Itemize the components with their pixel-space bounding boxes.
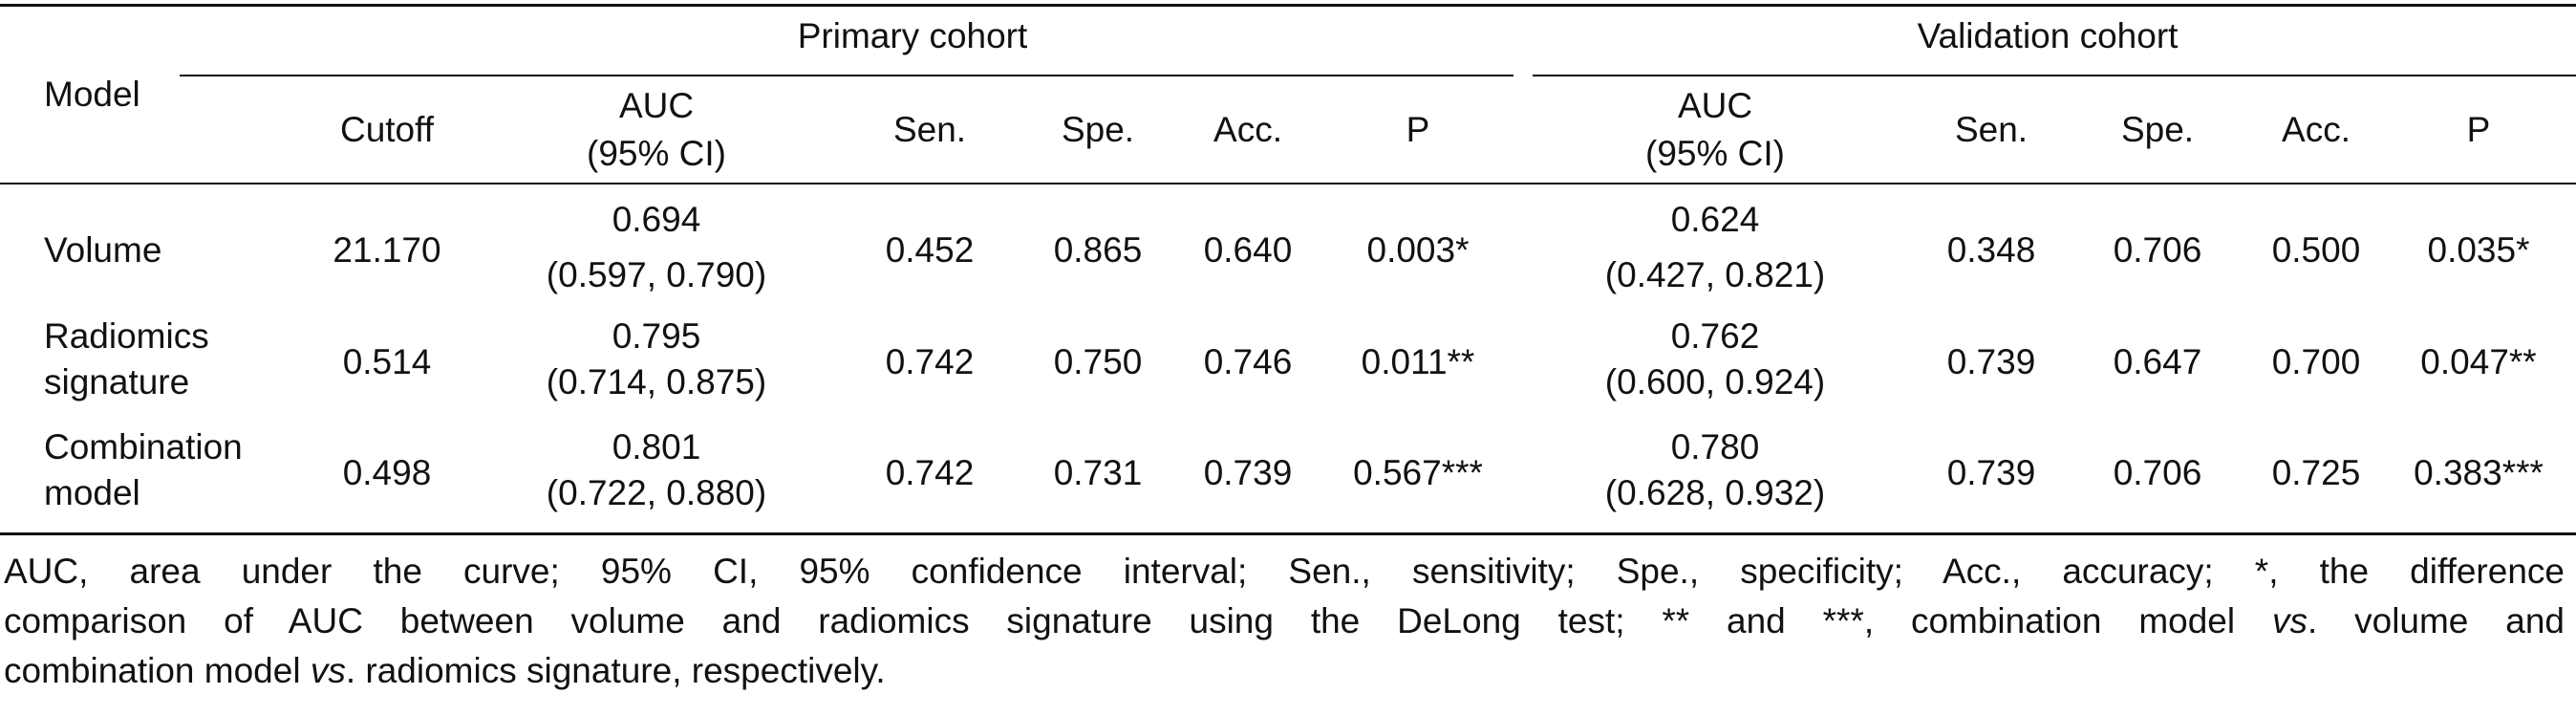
footnote-vs-2: vs [310,651,346,690]
row-radiomics-primary-p: 0.011** [1361,342,1475,381]
row-combination-primary-spe: 0.731 [1053,453,1143,492]
row-combination-validation-spe: 0.706 [2113,453,2202,492]
row-radiomics-primary-acc: 0.746 [1203,342,1293,381]
top-rule [0,4,2576,7]
validation-acc-header: Acc. [2282,110,2351,149]
row-radiomics-model-line2: signature [44,362,190,401]
validation-sen-header: Sen. [1954,110,2029,149]
validation-group-rule [1533,75,2576,76]
row-radiomics-validation-ci: (0.600, 0.924) [1604,362,1826,401]
footnote-line-2: comparison of AUC between volume and rad… [4,597,2565,646]
footnote-line-3: combination model vs. radiomics signatur… [4,646,2565,696]
row-volume-primary-ci: (0.597, 0.790) [546,255,767,294]
footnote-line-3-text-b: . radiomics signature, respectively. [345,651,886,690]
row-volume-validation-ci: (0.427, 0.821) [1604,255,1826,294]
footnote-vs-1: vs [2271,601,2308,640]
footnote-line-3-text-a: combination model [4,651,311,690]
row-radiomics-validation-acc: 0.700 [2271,342,2361,381]
row-radiomics-primary-sen: 0.742 [885,342,975,381]
row-combination-validation-p: 0.383*** [2414,453,2544,492]
primary-spe-header: Spe. [1061,110,1135,149]
model-column-header: Model [44,75,140,114]
validation-auc-header: AUC [1677,86,1753,125]
row-volume-validation-sen: 0.348 [1946,230,2036,270]
validation-p-header: P [2466,110,2491,149]
primary-p-header: P [1406,110,1430,149]
row-combination-validation-auc: 0.780 [1670,427,1760,466]
row-combination-model-line2: model [44,473,140,512]
row-volume-cutoff: 21.170 [333,230,441,270]
header-bottom-rule [0,183,2576,184]
validation-ci-header: (95% CI) [1645,134,1785,173]
primary-ci-header: (95% CI) [587,134,726,173]
row-volume-primary-auc: 0.694 [612,200,701,239]
row-combination-cutoff: 0.498 [342,453,432,492]
table-footnote: AUC, area under the curve; 95% CI, 95% c… [4,547,2565,696]
primary-auc-header: AUC [618,86,695,125]
validation-spe-header: Spe. [2120,110,2195,149]
table-bottom-rule [0,532,2576,535]
footnote-line-2-text-b: . volume and [2307,601,2565,640]
footnote-line-2-text-a: comparison of AUC between volume and rad… [4,601,2272,640]
row-radiomics-validation-p: 0.047** [2420,342,2537,381]
row-radiomics-validation-auc: 0.762 [1670,316,1760,356]
row-combination-validation-sen: 0.739 [1946,453,2036,492]
row-combination-validation-ci: (0.628, 0.932) [1604,473,1826,512]
row-radiomics-model-line1: Radiomics [44,316,209,356]
row-volume-validation-auc: 0.624 [1670,200,1760,239]
row-radiomics-validation-sen: 0.739 [1946,342,2036,381]
row-volume-validation-acc: 0.500 [2271,230,2361,270]
row-volume-primary-p: 0.003* [1366,230,1470,270]
row-volume-validation-spe: 0.706 [2113,230,2202,270]
row-combination-primary-auc: 0.801 [612,427,701,466]
row-radiomics-primary-auc: 0.795 [612,316,701,356]
primary-sen-header: Sen. [892,110,967,149]
footnote-line-1: AUC, area under the curve; 95% CI, 95% c… [4,552,2565,591]
row-radiomics-primary-spe: 0.750 [1053,342,1143,381]
cutoff-column-header: Cutoff [339,110,435,149]
row-combination-model-line1: Combination [44,427,243,466]
primary-cohort-header: Primary cohort [797,16,1028,55]
row-volume-model: Volume [44,230,162,270]
validation-cohort-header: Validation cohort [1917,16,2179,55]
row-radiomics-primary-ci: (0.714, 0.875) [546,362,767,401]
row-radiomics-validation-spe: 0.647 [2113,342,2202,381]
primary-acc-header: Acc. [1213,110,1282,149]
row-volume-validation-p: 0.035* [2427,230,2530,270]
row-volume-primary-acc: 0.640 [1203,230,1293,270]
row-radiomics-cutoff: 0.514 [342,342,432,381]
row-volume-primary-sen: 0.452 [885,230,975,270]
row-combination-primary-p: 0.567*** [1353,453,1483,492]
row-combination-primary-acc: 0.739 [1203,453,1293,492]
row-combination-primary-ci: (0.722, 0.880) [546,473,767,512]
row-volume-primary-spe: 0.865 [1053,230,1143,270]
primary-group-rule [180,75,1513,76]
row-combination-validation-acc: 0.725 [2271,453,2361,492]
row-combination-primary-sen: 0.742 [885,453,975,492]
